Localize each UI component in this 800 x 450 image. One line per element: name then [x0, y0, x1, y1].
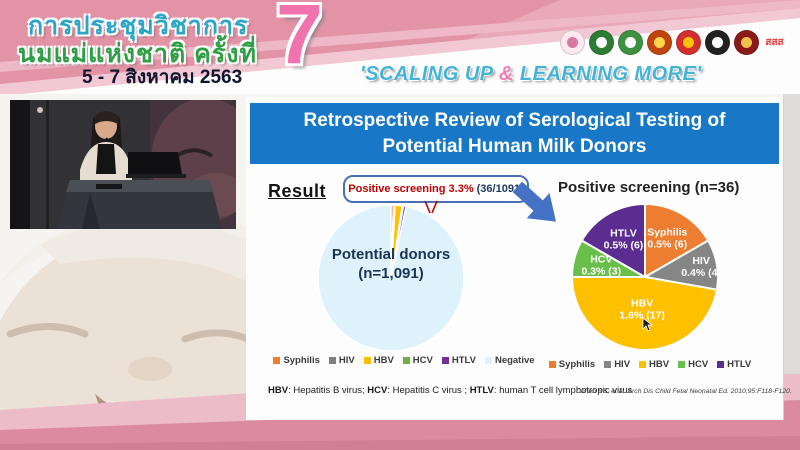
legend-item-htlv: HTLV — [717, 359, 751, 370]
legend-swatch-hbv — [639, 361, 647, 368]
breastfeeding-foundation-logo — [560, 29, 585, 55]
footnote-abbr: HCV — [367, 385, 388, 396]
conference-title-thai: การประชุมวิชาการ — [28, 12, 249, 40]
legend-label: HTLV — [727, 359, 752, 370]
legend-swatch-negative — [484, 357, 492, 364]
presentation-slide: Retrospective Review of Serological Test… — [246, 97, 792, 420]
nursing-council-logo — [734, 29, 759, 55]
legend-swatch-syphilis — [548, 361, 556, 368]
ministry-public-health-logo — [589, 29, 614, 55]
potential-donors-label: Potential donors (n=1,091) — [331, 246, 451, 282]
footnote-text: : Hepatitis B virus; — [288, 385, 368, 396]
conference-subtitle-thai: นมแม่แห่งชาติ ครั้งที่ — [18, 40, 257, 68]
legend-swatch-hcv — [402, 357, 410, 364]
positive-screening-pie-chart: Syphilis 0.5% (6) HIV 0.4% (4) HBV 1.6% (17) H… — [571, 203, 721, 351]
legend-swatch-hbv — [363, 357, 371, 364]
legend-item-hcv: HCV — [402, 355, 433, 366]
legend-label: HBV — [649, 359, 670, 370]
slice-label-hiv: HIV 0.4% (4) — [681, 255, 721, 279]
positive-screening-title: Positive screening (n=36) — [558, 179, 740, 196]
slice-label-hcv: HCV 0.3% (3) — [581, 253, 621, 277]
footnote-abbr: HBV — [268, 385, 289, 396]
conference-slogan: 'SCALING UP & LEARNING MORE' — [360, 63, 702, 85]
slide-title-line2: Potential Human Milk Donors — [382, 135, 647, 157]
conference-header-banner: การประชุมวิชาการ นมแม่แห่งชาติ ครั้งที่ … — [0, 0, 800, 94]
legend-swatch-hcv — [678, 361, 686, 368]
left-pie-legend: Syphilis HIV HBV HCV HTLV Negative — [254, 355, 554, 366]
legend-item-hiv: HIV — [604, 359, 630, 370]
legend-label: Negative — [494, 355, 535, 366]
pie-slice-negative — [317, 204, 465, 352]
footnote-text: : Hepatitis C virus ; — [387, 385, 470, 396]
mouse-cursor-icon — [642, 317, 654, 332]
legend-swatch-htlv — [441, 357, 449, 364]
pie-slice-hbv — [571, 276, 718, 351]
thai-health-sss-logo: สสส — [765, 36, 784, 48]
legend-swatch-hiv — [604, 361, 612, 368]
legend-label: HIV — [614, 359, 631, 370]
arrow-icon — [512, 181, 556, 222]
slide-title-line1: Retrospective Review of Serological Test… — [303, 109, 726, 131]
legend-label: Syphilis — [283, 355, 320, 366]
pie-slice-htlv — [580, 203, 646, 278]
positive-screening-callout: Positive screening 3.3% (36/1091) — [343, 175, 529, 203]
result-heading: Result — [268, 181, 327, 201]
virus-abbreviations-footnote: HBV: Hepatitis B virus; HCV: Hepatitis C… — [268, 385, 632, 396]
pediatric-society-logo — [705, 29, 730, 55]
slice-label-hbv: HBV 1.6% (17) — [619, 298, 665, 322]
edition-number: 7 — [276, 0, 323, 81]
legend-label: HTLV — [451, 355, 476, 366]
presenter-video-feed — [10, 98, 261, 229]
legend-label: HIV — [338, 355, 355, 366]
legend-label: HCV — [412, 355, 433, 366]
slide-title-banner: Retrospective Review of Serological Test… — [250, 103, 779, 164]
legend-swatch-hiv — [328, 357, 336, 364]
legend-item-syphilis: Syphilis — [548, 359, 596, 370]
royal-college-logo — [676, 29, 701, 55]
callout-fraction: (36/1091) — [476, 183, 524, 195]
footnote-abbr: HTLV — [469, 385, 494, 396]
reference-citation: Cohen RS, et al. Arch Dis Child Fetal Ne… — [576, 388, 792, 395]
legend-label: HCV — [688, 359, 709, 370]
pie-slice-syphilis — [644, 203, 710, 278]
conference-date: 5 - 7 สิงหาคม 2563 — [82, 67, 243, 88]
footnote-text: : human T cell lymphotropic virus — [493, 385, 633, 396]
background-right-strip — [783, 94, 800, 374]
legend-label: Syphilis — [558, 359, 596, 370]
legend-swatch-syphilis — [273, 357, 281, 364]
legend-item-hbv: HBV — [639, 359, 669, 370]
legend-item-htlv: HTLV — [441, 355, 476, 366]
legend-item-negative: Negative — [484, 355, 535, 366]
legend-item-hcv: HCV — [678, 359, 708, 370]
slice-label-syphilis: Syphilis 0.5% (6) — [647, 226, 687, 250]
health-department-logo — [618, 29, 643, 55]
legend-item-syphilis: Syphilis — [273, 355, 320, 366]
potential-donors-pie-chart — [317, 204, 465, 352]
sponsor-logos-row: สสส — [560, 26, 786, 58]
legend-item-hbv: HBV — [363, 355, 394, 366]
slice-label-htlv: HTLV 0.5% (6) — [604, 228, 644, 252]
rajavithi-hospital-logo — [647, 29, 672, 55]
presenter-video-scene — [10, 98, 261, 229]
legend-label: HBV — [373, 355, 394, 366]
right-pie-legend: Syphilis HIV HBV HCV HTLV — [548, 359, 751, 370]
legend-swatch-htlv — [717, 361, 725, 368]
legend-item-hiv: HIV — [328, 355, 355, 366]
callout-percentage: Positive screening 3.3% — [348, 183, 474, 195]
callout-pointer-lines — [424, 200, 438, 214]
